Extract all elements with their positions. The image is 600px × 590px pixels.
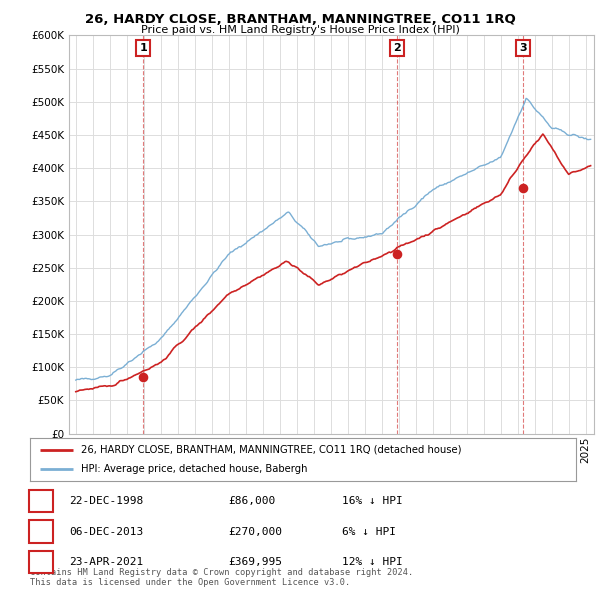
Text: 1: 1 xyxy=(37,494,46,507)
Text: 26, HARDY CLOSE, BRANTHAM, MANNINGTREE, CO11 1RQ: 26, HARDY CLOSE, BRANTHAM, MANNINGTREE, … xyxy=(85,13,515,26)
Text: Price paid vs. HM Land Registry's House Price Index (HPI): Price paid vs. HM Land Registry's House … xyxy=(140,25,460,35)
Point xyxy=(138,372,148,381)
Text: 3: 3 xyxy=(519,44,527,53)
Text: 3: 3 xyxy=(37,556,46,569)
Text: £270,000: £270,000 xyxy=(228,527,282,536)
Text: 26, HARDY CLOSE, BRANTHAM, MANNINGTREE, CO11 1RQ (detached house): 26, HARDY CLOSE, BRANTHAM, MANNINGTREE, … xyxy=(81,445,461,455)
Text: 12% ↓ HPI: 12% ↓ HPI xyxy=(342,558,403,567)
Text: HPI: Average price, detached house, Babergh: HPI: Average price, detached house, Babe… xyxy=(81,464,307,474)
Point xyxy=(392,250,402,259)
Text: 2: 2 xyxy=(394,44,401,53)
Text: 23-APR-2021: 23-APR-2021 xyxy=(69,558,143,567)
Point xyxy=(518,183,527,193)
Text: 06-DEC-2013: 06-DEC-2013 xyxy=(69,527,143,536)
Text: £86,000: £86,000 xyxy=(228,496,275,506)
Text: 16% ↓ HPI: 16% ↓ HPI xyxy=(342,496,403,506)
Text: Contains HM Land Registry data © Crown copyright and database right 2024.
This d: Contains HM Land Registry data © Crown c… xyxy=(30,568,413,587)
Text: 22-DEC-1998: 22-DEC-1998 xyxy=(69,496,143,506)
Text: 1: 1 xyxy=(139,44,147,53)
Text: 2: 2 xyxy=(37,525,46,538)
Text: £369,995: £369,995 xyxy=(228,558,282,567)
Text: 6% ↓ HPI: 6% ↓ HPI xyxy=(342,527,396,536)
